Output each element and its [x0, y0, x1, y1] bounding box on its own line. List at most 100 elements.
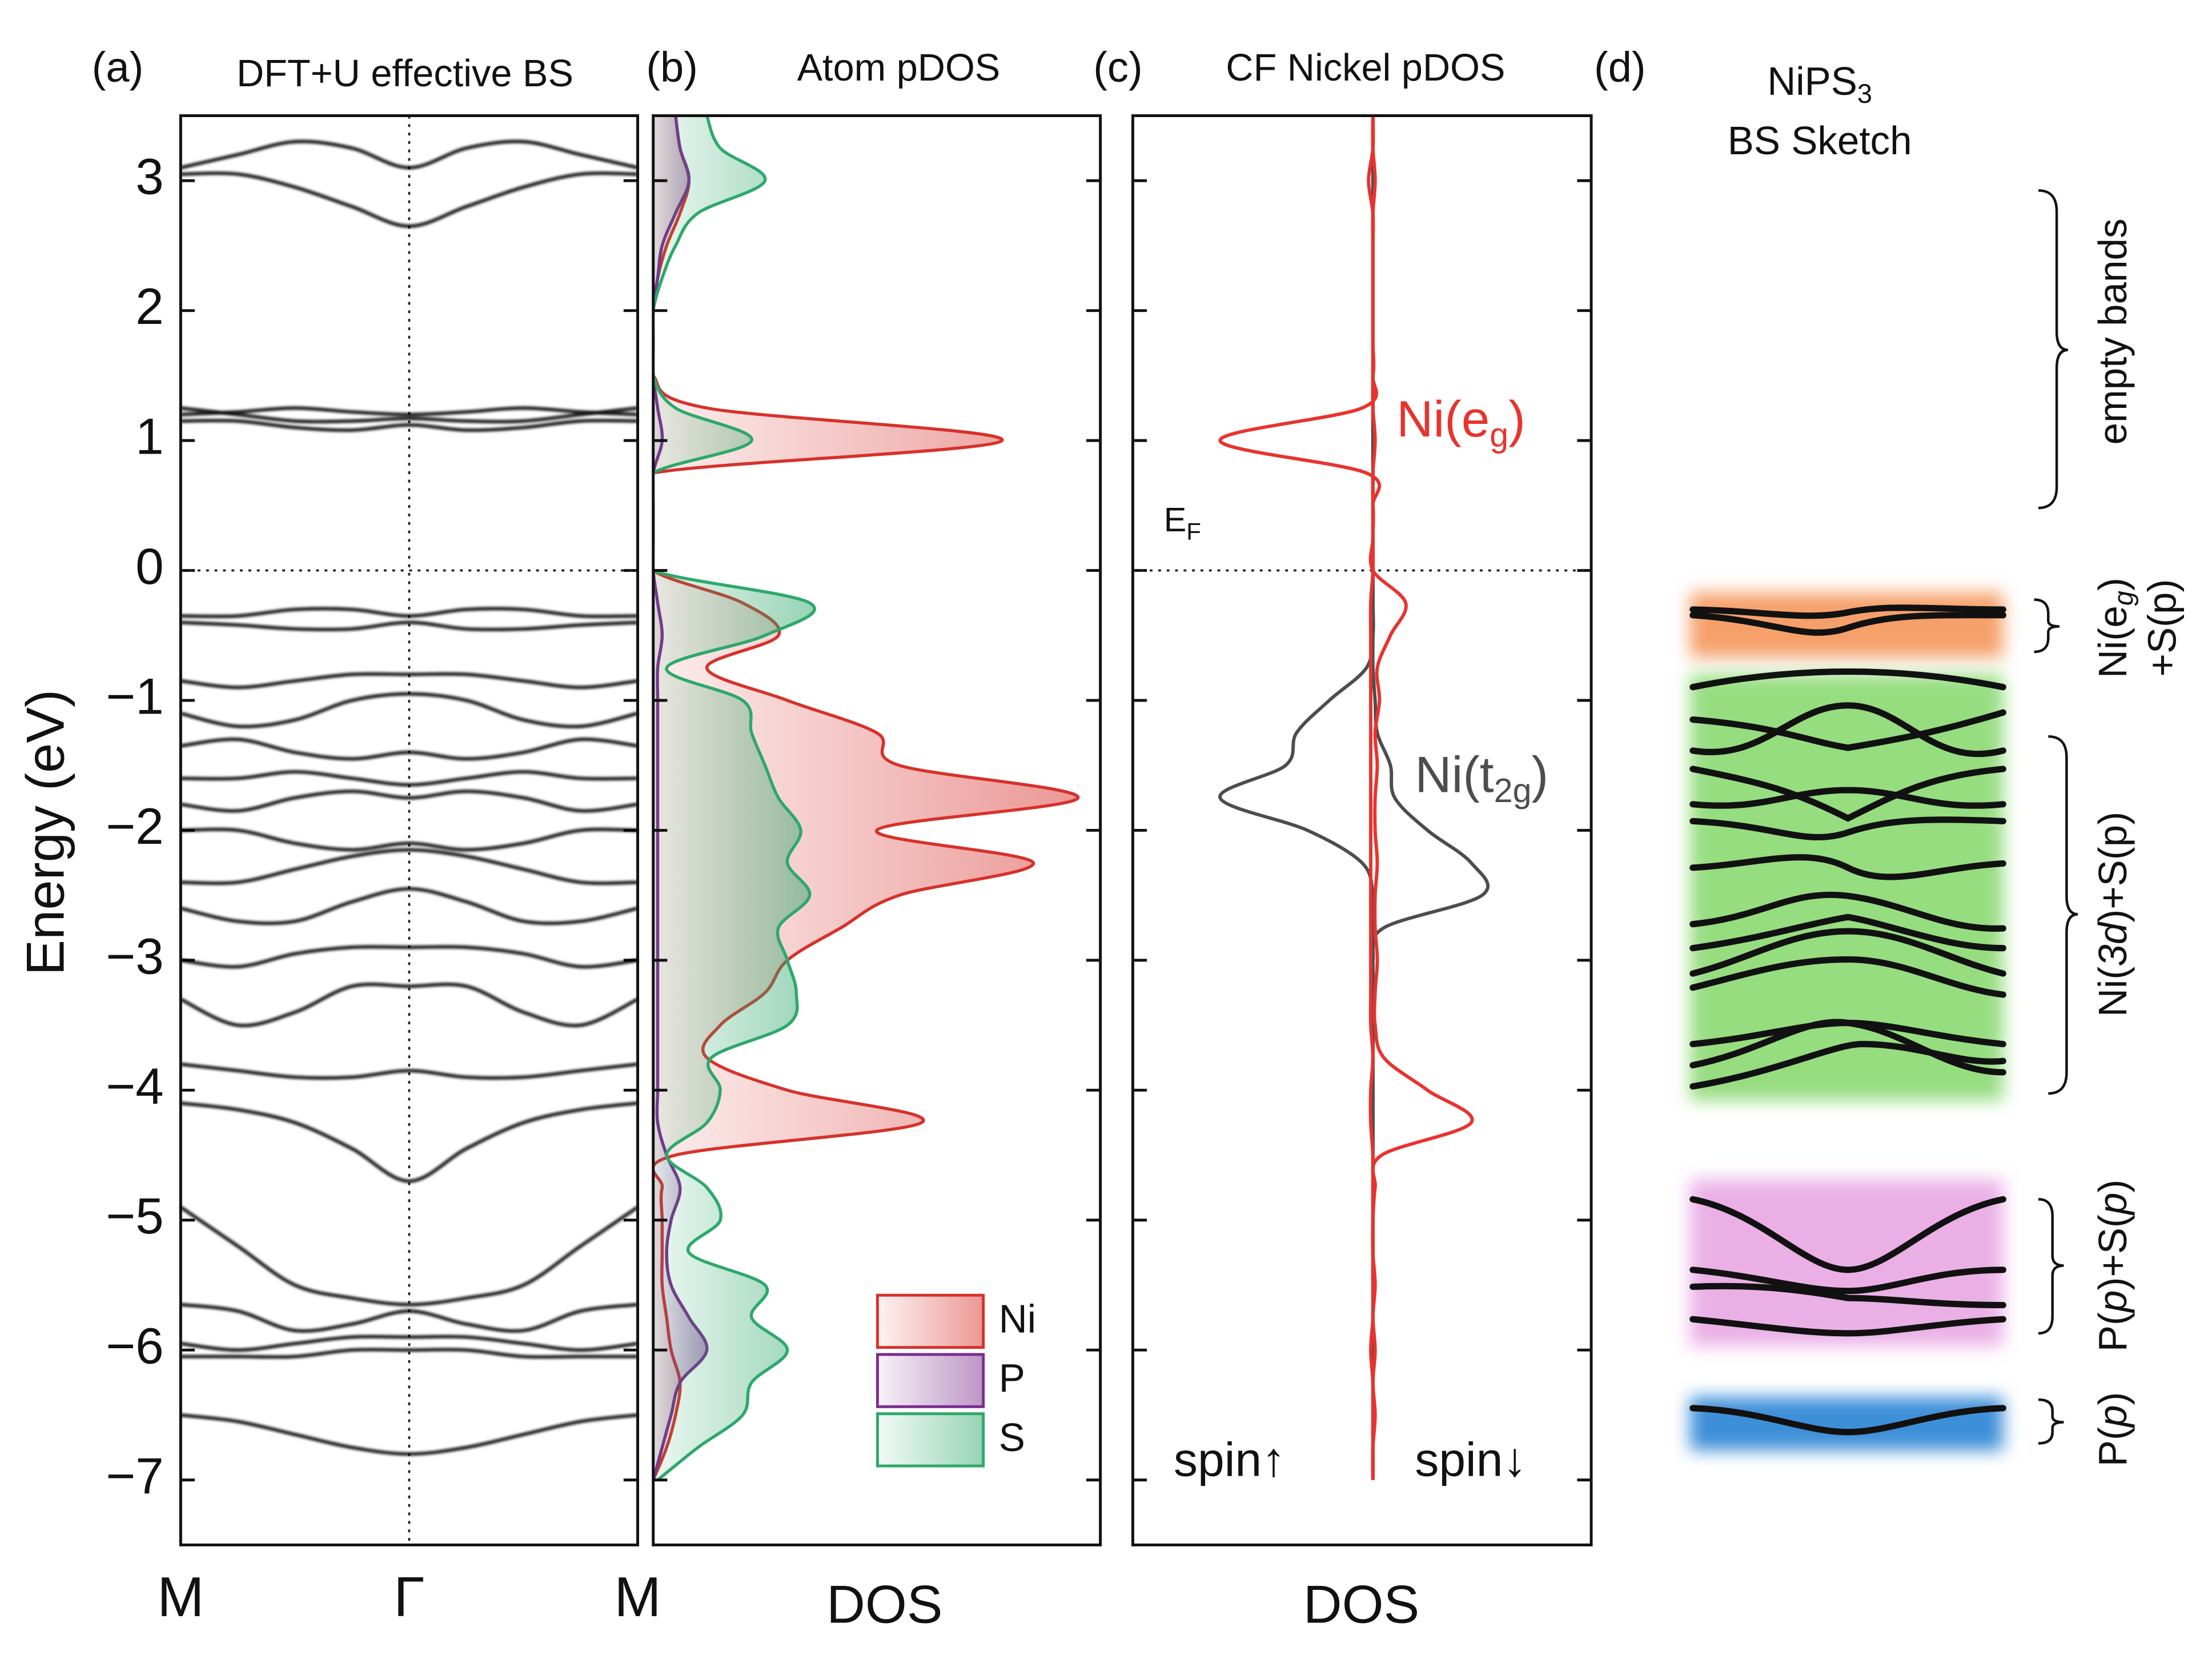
y-tick-label: 3 [135, 149, 163, 205]
group-label-part: empty bands [2090, 218, 2135, 444]
bracket [2034, 598, 2060, 654]
series-label-sub: g [1490, 415, 1508, 454]
band-line [180, 692, 639, 729]
group-label: Ni(3d)+S(p) [2090, 812, 2135, 1017]
band-line [180, 770, 638, 787]
dos-area [653, 115, 815, 1480]
group-label-part: ) [2090, 1180, 2135, 1193]
panel-label: (c) [1093, 43, 1142, 91]
brackets [2034, 189, 2078, 1445]
chart-title: Atom pDOS [797, 47, 1001, 89]
bracket [2038, 1398, 2064, 1445]
sketch-curves [1689, 604, 2006, 1436]
sketch-band [1689, 891, 2006, 932]
band-line [180, 1062, 638, 1080]
band-line [180, 848, 638, 885]
band-line [180, 737, 638, 761]
legend-swatch [876, 1293, 985, 1349]
sketch-band [1689, 766, 2006, 822]
dos-area [653, 115, 1078, 1480]
sketch-band [1689, 1019, 2006, 1076]
legend-swatch [876, 1353, 985, 1408]
plot-frame [179, 114, 640, 1546]
band-region [1689, 1179, 2004, 1347]
band-line [180, 1348, 638, 1359]
sketch-band [1689, 1405, 2006, 1436]
plot-frame [1131, 114, 1593, 1546]
series-label-part: ) [1508, 391, 1525, 447]
sketch-band [1689, 1283, 2006, 1309]
x-axis-label: DOS [826, 1574, 942, 1634]
x-axis-label: DOS [1303, 1574, 1419, 1634]
series-label: Ni(t2g) [1415, 747, 1548, 810]
band-line [180, 139, 639, 170]
group-label-part: p [2090, 1405, 2135, 1428]
band-line [180, 620, 638, 632]
band-line [179, 1205, 639, 1307]
band-line [180, 171, 638, 229]
sketch-title: NiPS3 [1767, 59, 1872, 109]
sketch-title-sub: 3 [1857, 79, 1872, 109]
y-tick-label: −6 [106, 1318, 163, 1375]
legend-swatch [876, 1412, 985, 1468]
dos-line [1218, 115, 1382, 1480]
chart-title: CF Nickel pDOS [1226, 47, 1505, 89]
group-label-part: Ni( [2090, 967, 2135, 1017]
sketch-band [1689, 1267, 2006, 1295]
series-label-part: Ni(t [1415, 747, 1494, 803]
y-tick-label: −2 [106, 798, 163, 855]
band-region [1689, 1397, 2004, 1450]
y-tick-label: 2 [135, 278, 163, 335]
dos-line [1368, 115, 1474, 1480]
spin-label: spin↑ [1174, 1432, 1286, 1486]
chart-title: DFT+U effective BS [236, 53, 573, 95]
y-tick-label: −3 [106, 928, 163, 984]
sketch-band [1689, 913, 2006, 952]
fermi-label-sub: F [1186, 518, 1201, 545]
group-label-part: 3d [2090, 921, 2135, 966]
fermi-label-part: E [1164, 500, 1187, 538]
band-line [180, 406, 638, 416]
sketch-band [1689, 709, 2006, 751]
group-label: empty bands [2090, 218, 2135, 444]
fermi-label: EF [1164, 500, 1201, 544]
sketch-band [1689, 928, 2006, 977]
bracket [2038, 1198, 2064, 1335]
group-label: Ni(eg) [2090, 578, 2138, 678]
panel-label: (d) [1594, 43, 1646, 91]
sketch-band [1689, 854, 2006, 880]
sketch-band [1689, 668, 2006, 691]
band-line [180, 418, 638, 432]
panel-label: (a) [92, 43, 144, 91]
band-line [180, 827, 638, 852]
band-line [180, 607, 638, 619]
band-line [180, 1413, 638, 1456]
y-tick-label: −1 [106, 668, 163, 724]
panel-label: (b) [646, 43, 698, 91]
bands [179, 139, 639, 1456]
band-line [180, 887, 639, 925]
legend-label: Ni [999, 1296, 1036, 1341]
sketch-band [1689, 956, 2006, 998]
y-tick-label: −5 [106, 1188, 163, 1244]
dos-line [1218, 115, 1376, 1480]
x-tick-label: Γ [394, 1565, 424, 1628]
sketch-band [1689, 1041, 2006, 1090]
legend-label: S [999, 1415, 1025, 1460]
group-label-part: p [2090, 1291, 2135, 1313]
y-tick-label: 0 [135, 538, 163, 595]
y-axis-label: Energy (eV) [15, 690, 75, 976]
group-label-part: )+S( [2090, 1215, 2135, 1291]
group-label-part: ) [2090, 1392, 2135, 1405]
series-label-part: ) [1532, 747, 1549, 803]
group-label-part: p [2090, 1193, 2135, 1216]
x-tick-label: M [614, 1565, 661, 1628]
band-line [180, 406, 638, 424]
x-tick-label: M [157, 1565, 204, 1628]
group-label: +S(p) [2140, 579, 2185, 677]
dos-line [653, 115, 816, 1481]
sketch-band [1689, 1196, 2006, 1273]
sketch-title-part: NiPS [1767, 59, 1857, 103]
